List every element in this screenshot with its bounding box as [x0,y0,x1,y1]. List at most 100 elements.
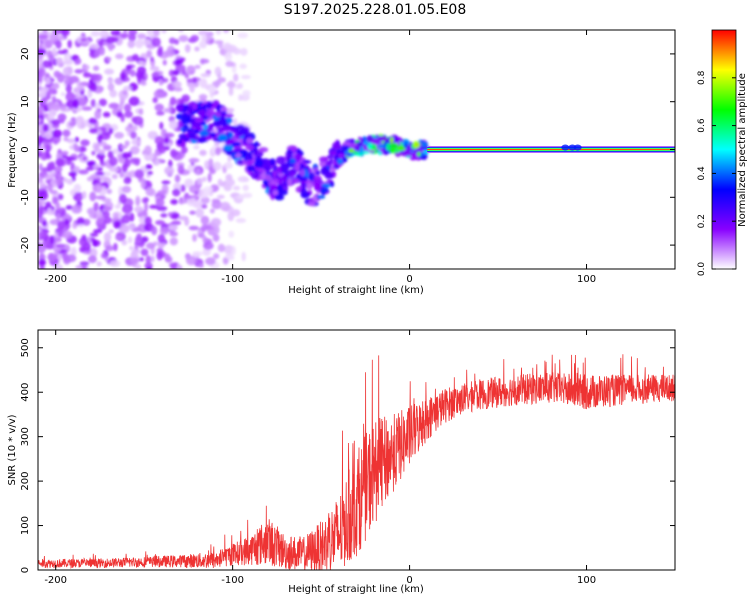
noise-speckle [68,121,76,127]
noise-speckle [240,48,248,56]
noise-speckle [214,79,219,89]
noise-speckle [78,84,84,92]
noise-speckle [155,197,165,208]
noise-speckle [195,168,201,176]
trace-blob [254,159,264,168]
noise-speckle [199,78,208,89]
noise-speckle [208,86,216,94]
noise-speckle [202,247,211,257]
noise-speckle [82,64,90,71]
noise-speckle [113,220,121,229]
noise-speckle [102,111,111,118]
trace-blob [289,170,296,178]
noise-speckle [55,39,62,49]
noise-speckle [134,206,144,213]
noise-speckle [47,207,53,216]
spectrogram-x-ticks: -200 -100 0 100 [44,30,596,285]
noise-speckle [228,87,234,96]
trace-blob [326,154,335,160]
noise-speckle [75,57,82,65]
noise-speckle [161,30,167,34]
noise-speckle [215,30,222,36]
noise-speckle [155,110,165,116]
noise-speckle [237,32,249,39]
noise-speckle [197,30,209,36]
noise-speckle [38,190,49,201]
noise-speckle [76,217,85,225]
noise-speckle [164,166,175,176]
trace-blob [367,142,373,150]
noise-speckle [157,189,167,195]
noise-speckle [57,113,67,122]
noise-speckle [68,171,77,177]
noise-speckle [90,98,96,108]
noise-speckle [158,78,164,86]
noise-speckle [200,34,208,44]
noise-speckle [48,89,58,95]
noise-speckle [242,89,251,97]
trace-blob [220,112,226,117]
noise-speckle [122,85,132,92]
trace-blob [198,110,204,116]
noise-speckle [93,73,103,82]
noise-speckle [99,48,105,56]
trace-blob [229,125,239,130]
noise-speckle [80,139,90,147]
noise-speckle [111,173,118,180]
noise-speckle [169,96,177,106]
noise-speckle [223,162,233,169]
trace-blob [265,174,272,181]
y-tick-label: 0 [20,567,31,573]
noise-speckle [123,103,132,113]
trace-blob [275,156,286,165]
noise-speckle [65,156,76,161]
noise-speckle [108,156,118,167]
noise-speckle [62,66,73,76]
trace-blob [246,138,254,144]
noise-speckle [127,236,133,244]
noise-speckle [188,225,199,231]
trace-blob [183,113,188,121]
noise-speckle [129,212,135,222]
noise-speckle [48,171,56,176]
noise-speckle [62,129,71,137]
noise-speckle [108,43,114,52]
noise-speckle [159,121,164,130]
trace-blob [332,141,341,149]
trace-blob [217,133,228,141]
noise-speckle [65,84,72,93]
noise-speckle [105,245,115,252]
noise-speckle [127,222,135,231]
trace-blob [377,143,386,149]
noise-speckle [236,82,244,90]
trace-blob [272,170,278,177]
noise-speckle [61,150,69,156]
colorbar-label: Normalized spectral amplitude [737,73,748,227]
noise-speckle [171,220,182,226]
trace-blob [222,118,228,127]
noise-speckle [183,195,193,200]
trace-blob [178,133,187,140]
trace-blob [342,156,348,163]
noise-speckle [74,136,79,143]
noise-speckle [52,30,63,35]
noise-speckle [144,202,149,212]
noise-speckle [198,94,208,100]
trace-blob [207,123,215,129]
noise-speckle [98,98,108,107]
noise-speckle [100,252,107,259]
noise-speckle [94,109,102,120]
noise-speckle [87,89,93,99]
y-tick-label: -10 [20,189,31,205]
trace-blob [320,188,329,193]
trace-blob [403,141,408,149]
noise-speckle [195,208,205,218]
y-tick-label: 0 [20,146,31,152]
noise-speckle [140,248,149,257]
trace-blob [305,183,313,191]
trace-blob [269,158,276,166]
noise-speckle [233,73,239,82]
noise-speckle [92,65,100,71]
noise-speckle [60,30,70,37]
trace-blob [348,148,355,154]
